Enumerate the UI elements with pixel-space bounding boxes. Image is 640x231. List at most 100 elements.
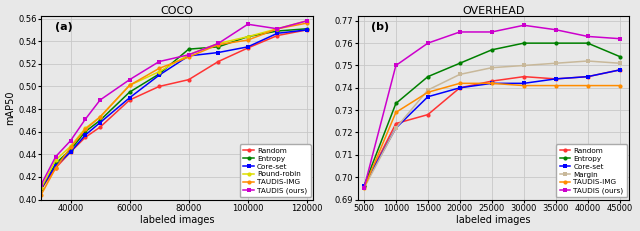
Core-set [244,46,252,48]
Margin [392,127,400,129]
TAUDIS (ours) [520,24,527,27]
Line: TAUDIS-IMG: TAUDIS-IMG [39,21,309,197]
Random [520,75,527,78]
Line: TAUDIS (ours): TAUDIS (ours) [362,23,622,190]
TAUDIS-IMG [303,22,310,24]
Entropy [424,75,432,78]
X-axis label: labeled images: labeled images [140,216,214,225]
Core-set [81,134,89,137]
Random [244,47,252,49]
TAUDIS (ours) [37,183,45,186]
Entropy [616,55,623,58]
Entropy [81,130,89,133]
Margin [520,64,527,67]
TAUDIS-IMG [488,82,495,85]
Margin [584,60,591,62]
TAUDIS-IMG [244,39,252,41]
Entropy [126,91,134,94]
Random [392,122,400,125]
TAUDIS (ours) [126,78,134,81]
TAUDIS (ours) [584,35,591,38]
Entropy [488,49,495,51]
Core-set [214,51,222,54]
TAUDIS-IMG [360,187,368,190]
Core-set [156,74,163,76]
X-axis label: labeled images: labeled images [456,216,531,225]
Round-robin [96,116,104,118]
Core-set [360,185,368,188]
Entropy [96,119,104,122]
Round-robin [303,19,310,22]
TAUDIS-IMG [520,84,527,87]
Y-axis label: mAP50: mAP50 [6,91,15,125]
Random [303,28,310,31]
Round-robin [273,27,281,30]
TAUDIS (ours) [552,28,559,31]
TAUDIS (ours) [244,23,252,26]
Entropy [303,27,310,30]
Core-set [52,164,60,167]
Legend: Random, Entropy, Core-set, Margin, TAUDIS-IMG, TAUDIS (ours): Random, Entropy, Core-set, Margin, TAUDI… [556,144,627,197]
TAUDIS-IMG [273,27,281,30]
Line: TAUDIS-IMG: TAUDIS-IMG [362,81,622,190]
Random [214,60,222,63]
TAUDIS (ours) [96,99,104,101]
TAUDIS-IMG [214,43,222,46]
Core-set [303,28,310,31]
Random [488,80,495,82]
Entropy [67,148,74,151]
Random [96,126,104,128]
Title: OVERHEAD: OVERHEAD [462,6,525,15]
Margin [456,73,463,76]
Line: Entropy: Entropy [39,27,309,191]
TAUDIS-IMG [392,111,400,114]
Entropy [185,48,193,51]
Round-robin [67,145,74,148]
TAUDIS (ours) [214,42,222,45]
Round-robin [81,127,89,130]
Core-set [392,127,400,129]
Line: Margin: Margin [362,59,622,190]
TAUDIS (ours) [81,118,89,121]
Random [37,188,45,191]
Random [185,78,193,81]
Random [360,185,368,188]
Core-set [67,151,74,153]
TAUDIS (ours) [616,37,623,40]
Round-robin [214,42,222,45]
TAUDIS (ours) [424,42,432,45]
TAUDIS (ours) [488,30,495,33]
TAUDIS (ours) [156,60,163,63]
Core-set [185,55,193,57]
Entropy [214,46,222,48]
Margin [552,62,559,65]
TAUDIS-IMG [456,82,463,85]
Core-set [488,82,495,85]
Random [81,136,89,139]
Text: (a): (a) [54,22,72,32]
Margin [360,187,368,190]
Random [424,113,432,116]
TAUDIS (ours) [52,155,60,158]
Line: TAUDIS (ours): TAUDIS (ours) [39,19,309,187]
Entropy [552,42,559,45]
Core-set [584,75,591,78]
Line: Core-set: Core-set [362,68,622,188]
Entropy [456,62,463,65]
Random [52,167,60,169]
Line: Random: Random [362,68,622,188]
Core-set [37,187,45,190]
Line: Entropy: Entropy [362,41,622,188]
Line: Round-robin: Round-robin [39,19,309,190]
Random [126,99,134,101]
TAUDIS-IMG [616,84,623,87]
Entropy [156,73,163,75]
Round-robin [126,84,134,87]
Core-set [616,69,623,71]
Entropy [584,42,591,45]
TAUDIS-IMG [584,84,591,87]
Core-set [126,96,134,99]
TAUDIS-IMG [185,56,193,58]
Margin [424,89,432,91]
TAUDIS (ours) [185,53,193,56]
